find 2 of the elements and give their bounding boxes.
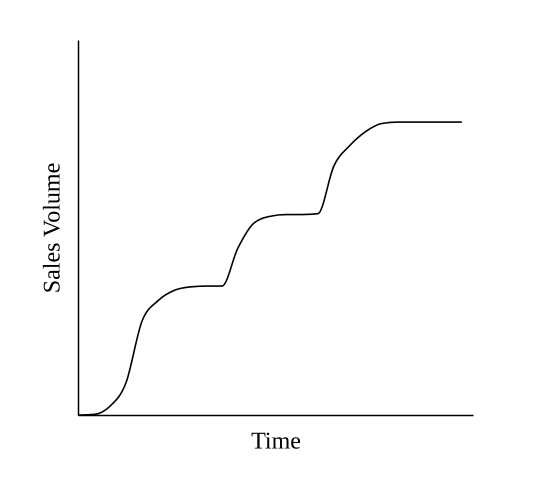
x-axis-title: Time bbox=[251, 428, 301, 454]
y-axis-title: Sales Volume bbox=[40, 162, 66, 294]
